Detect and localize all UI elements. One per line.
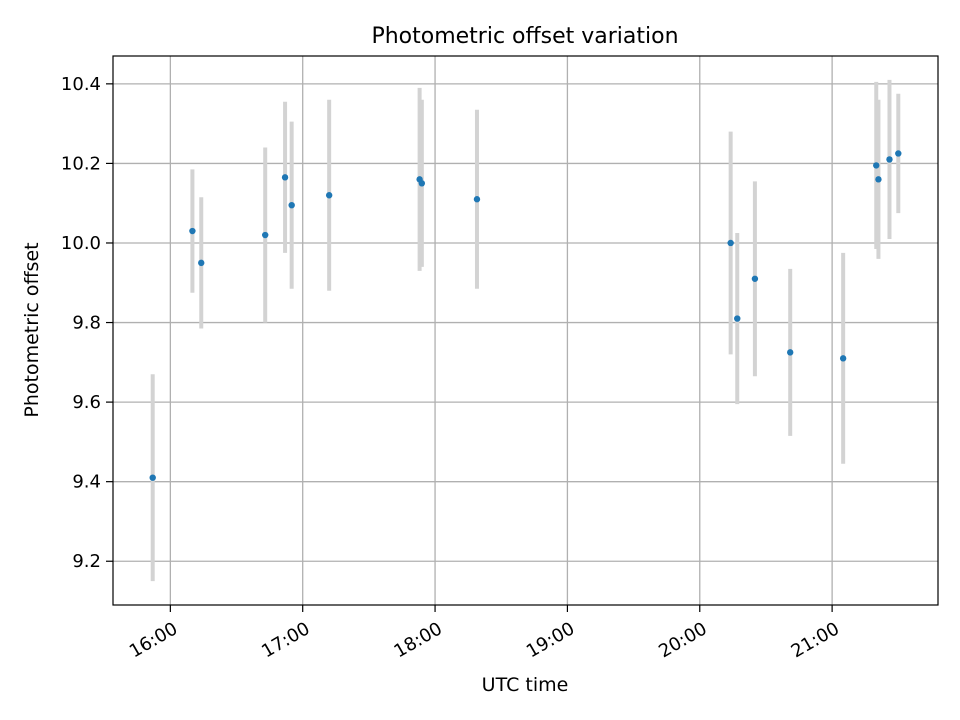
y-tick-label: 10.0 xyxy=(61,233,101,254)
data-point xyxy=(875,176,882,183)
x-axis-label: UTC time xyxy=(482,674,569,696)
y-tick-label: 9.6 xyxy=(72,392,101,413)
data-point xyxy=(895,150,902,157)
y-tick-label: 9.4 xyxy=(72,472,101,493)
y-tick-label: 9.8 xyxy=(72,313,101,334)
data-point xyxy=(418,180,426,187)
data-point xyxy=(473,196,481,203)
data-point xyxy=(325,192,333,199)
y-axis-label: Photometric offset xyxy=(21,242,43,417)
data-point xyxy=(886,156,893,163)
data-point xyxy=(787,349,794,356)
data-points xyxy=(149,150,902,481)
grid-lines xyxy=(113,56,938,605)
data-point xyxy=(149,474,156,481)
data-point xyxy=(262,231,269,239)
plot-area-background xyxy=(113,56,938,605)
data-point xyxy=(198,259,205,267)
y-tick-label: 10.4 xyxy=(61,74,101,95)
y-axis-ticks: 9.2 9.4 9.6 9.8 10.0 10.2 10.4 xyxy=(61,74,113,572)
data-point xyxy=(839,355,847,362)
data-point xyxy=(189,227,196,235)
data-point xyxy=(734,315,741,322)
data-point xyxy=(288,201,295,209)
data-point xyxy=(873,162,880,169)
y-tick-label: 9.2 xyxy=(72,551,101,572)
data-point xyxy=(751,275,759,282)
data-point xyxy=(281,174,289,181)
data-point xyxy=(727,239,734,247)
plot-frame xyxy=(112,55,939,606)
chart-title: Photometric offset variation xyxy=(371,24,678,49)
y-tick-label: 10.2 xyxy=(61,153,101,174)
